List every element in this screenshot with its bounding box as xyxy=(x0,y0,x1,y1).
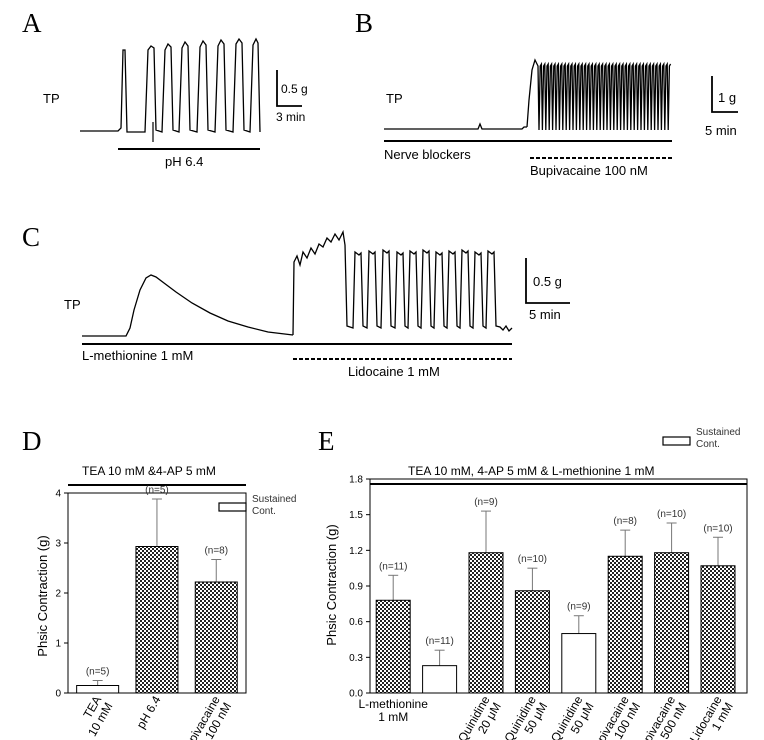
panel-e-n-label: (n=11) xyxy=(379,561,407,572)
panel-e-x-tick-label: Quinidine50 μM xyxy=(548,693,597,740)
panel-d-bar xyxy=(135,546,179,694)
panel-e-y-tick-label: 0.0 xyxy=(349,689,363,700)
panel-c-letter: C xyxy=(22,222,40,252)
panel-c-dashed-label: Lidocaine 1 mM xyxy=(348,364,440,379)
panel-e-x-tick-label: Quinidine50 μM xyxy=(502,693,551,740)
panel-e-bar xyxy=(561,633,597,694)
panel-d-x-tick-label: TEA10 mM xyxy=(74,694,116,739)
panel-e-y-tick-label: 0.9 xyxy=(349,582,363,593)
panel-d-y-axis-label: Phsic Contraction (g) xyxy=(35,535,50,656)
panel-d-chart: D TEA 10 mM &4-AP 5 mM Sustained Cont. P… xyxy=(22,426,296,740)
panel-e-bar xyxy=(375,599,411,694)
panel-c-trace-label: TP xyxy=(64,297,81,312)
panel-e-y-tick-label: 0.6 xyxy=(349,617,363,628)
panel-c-lidocaine-trace xyxy=(292,229,513,336)
panel-a: A TP pH 6.4 0.5 g 3 min xyxy=(22,8,308,169)
panel-b-scale-y: 1 g xyxy=(718,90,736,105)
panel-e-title: TEA 10 mM, 4-AP 5 mM & L-methionine 1 mM xyxy=(408,464,655,478)
panel-e-bar xyxy=(468,552,504,694)
panel-e-legend-swatch xyxy=(662,436,691,446)
panel-c-scale-bar xyxy=(525,258,570,304)
panel-c-scale-y: 0.5 g xyxy=(533,274,562,289)
panel-e-bar xyxy=(700,565,736,694)
panel-d-y-tick-label: 4 xyxy=(55,489,61,500)
panel-e-n-label: (n=9) xyxy=(567,602,591,613)
panel-d-legend-line-1: Sustained xyxy=(252,494,296,505)
panel-c-scale-x: 5 min xyxy=(529,307,561,322)
panel-d-n-label: (n=5) xyxy=(145,485,169,496)
panel-a-scale-bar xyxy=(276,70,302,107)
panel-e-y-tick-label: 1.8 xyxy=(349,475,363,486)
panel-b-letter: B xyxy=(355,8,373,38)
panel-e-y-tick-label: 1.5 xyxy=(349,510,363,521)
panel-e-y-tick-label: 0.3 xyxy=(349,653,363,664)
panel-e-x-tick-label: Bupivacaine100 nM xyxy=(587,693,643,740)
panel-e-n-label: (n=9) xyxy=(474,497,498,508)
panel-a-scale-x: 3 min xyxy=(276,110,305,124)
panel-e-plot-frame xyxy=(369,478,748,694)
panel-d-title: TEA 10 mM &4-AP 5 mM xyxy=(82,464,216,478)
panel-e-x-tick-label: 1 mM xyxy=(378,710,408,724)
panel-a-scale-y: 0.5 g xyxy=(281,82,308,96)
panel-d-bar xyxy=(76,685,120,694)
panel-b-trace-label: TP xyxy=(386,91,403,106)
panel-d-n-label: (n=8) xyxy=(204,546,228,557)
panel-e-n-label: (n=10) xyxy=(518,554,547,565)
panel-e-n-label: (n=11) xyxy=(425,636,453,647)
panel-d-y-tick-label: 3 xyxy=(55,539,61,550)
panel-e-x-tick-label: L-methionine xyxy=(359,697,429,711)
panel-d-bar xyxy=(194,581,238,694)
panel-e-chart: E Sustained Cont. TEA 10 mM, 4-AP 5 mM &… xyxy=(318,426,748,740)
panel-a-letter: A xyxy=(22,8,42,38)
panel-e-x-tick-label: Bupivacaine500 nM xyxy=(633,693,689,740)
panel-e-n-label: (n=10) xyxy=(703,523,732,534)
panel-b-scale-bar xyxy=(711,76,738,113)
panel-e-x-tick-label: Quinidine20 μM xyxy=(455,693,504,740)
panel-d-y-tick-label: 0 xyxy=(55,689,61,700)
panel-e-legend: Sustained Cont. xyxy=(662,427,740,450)
panel-e-y-axis-label: Phsic Contraction (g) xyxy=(324,524,339,645)
panel-d-legend-line-2: Cont. xyxy=(252,506,276,517)
panel-c-methionine-trace xyxy=(82,274,294,337)
panel-b-dashed-label: Bupivacaine 100 nM xyxy=(530,163,648,178)
panel-e-bar xyxy=(607,555,643,694)
panel-d-x-tick-label: pH 6.4 xyxy=(134,693,164,731)
panel-b-baseline xyxy=(384,122,527,130)
panel-d-y-tick-label: 2 xyxy=(55,589,61,600)
panel-e-bar xyxy=(654,552,690,694)
panel-e-bar xyxy=(422,665,458,694)
panel-e-legend-line-1: Sustained xyxy=(696,427,740,438)
panel-e-x-tick-label: Lidocaine1 mM xyxy=(687,693,736,740)
panel-a-trace xyxy=(80,37,261,133)
panel-d-n-label: (n=5) xyxy=(86,667,110,678)
panel-b-oscillation-trace xyxy=(526,58,672,131)
panel-a-bar-label: pH 6.4 xyxy=(165,154,203,169)
panel-a-trace-label: TP xyxy=(43,91,60,106)
panel-b-bar-label: Nerve blockers xyxy=(384,147,471,162)
panel-b-scale-x: 5 min xyxy=(705,123,737,138)
panel-e-y-tick-label: 1.2 xyxy=(349,546,363,557)
panel-d-y-tick-label: 1 xyxy=(55,639,61,650)
panel-d-x-tick-label: Bupivacaine100 nM xyxy=(178,693,234,740)
panel-e-n-label: (n=10) xyxy=(657,509,686,520)
panel-d-legend-swatch xyxy=(218,502,247,512)
panel-e-n-label: (n=8) xyxy=(613,516,637,527)
panel-c: C TP L-methionine 1 mM Lidocaine 1 mM 0.… xyxy=(22,222,570,379)
panel-e-legend-line-2: Cont. xyxy=(696,439,720,450)
panel-e-bar xyxy=(514,590,550,694)
panel-d-legend: Sustained Cont. xyxy=(218,494,296,517)
panel-e-letter: E xyxy=(318,426,335,456)
panel-c-bar-label: L-methionine 1 mM xyxy=(82,348,193,363)
panel-d-letter: D xyxy=(22,426,42,456)
panel-b: B TP Nerve blockers Bupivacaine 100 nM 1… xyxy=(355,8,738,178)
